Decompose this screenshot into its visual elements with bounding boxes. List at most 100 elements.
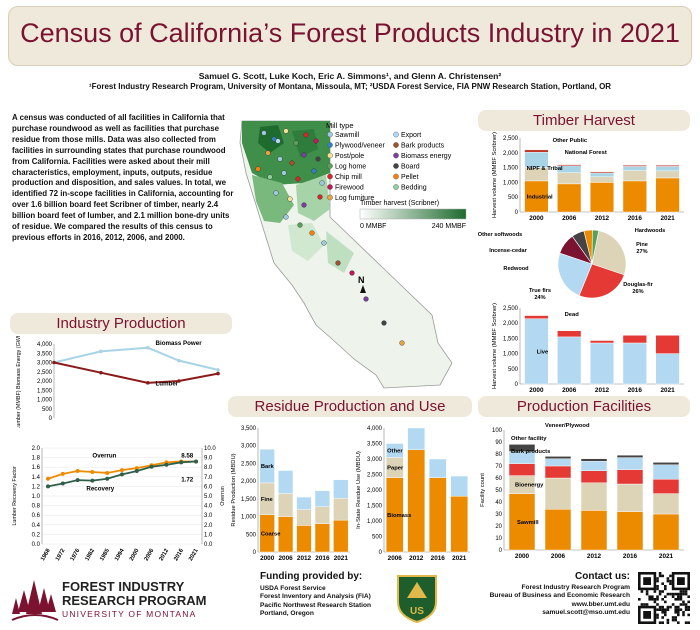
legend-label: Bedding [401, 185, 427, 192]
y-tick-label: 50 [495, 488, 502, 494]
qr-module [674, 618, 677, 622]
mill-dot [309, 230, 315, 236]
bar-segment [589, 340, 615, 344]
data-point [90, 470, 95, 474]
bar-segment [655, 165, 680, 167]
y-right-tick-label: 9.0 [204, 456, 213, 462]
mill-dot [275, 138, 281, 144]
bar-segment [589, 176, 615, 183]
y-tick-label: 1,000 [503, 180, 519, 186]
funding-line: Portland, Oregon [260, 609, 314, 617]
qr-module [671, 603, 675, 606]
y-right-tick-label: 0.0 [204, 542, 213, 548]
bar-segment [655, 166, 680, 172]
y-tick-label: 2,000 [37, 379, 53, 385]
y-tick-label: 3,000 [241, 444, 257, 450]
x-tick-label: 2000 [529, 215, 544, 222]
qr-module [658, 590, 662, 593]
y-tick-label: 3,000 [37, 361, 53, 367]
pie-slice [591, 229, 600, 265]
qr-module [677, 592, 680, 596]
banner-industry-production: Industry Production [10, 313, 232, 334]
logo-line2: RESEARCH PROGRAM [62, 593, 207, 608]
x-tick-label: 2006 [388, 555, 403, 562]
y-tick-label: 1,000 [367, 519, 383, 525]
title-band [8, 6, 692, 66]
legend-label: Log furniture [335, 195, 374, 202]
x-tick-label: 2000 [129, 548, 141, 562]
contact-link[interactable]: www.bber.umt.edu [571, 600, 630, 608]
x-tick-label: 1982 [84, 548, 96, 562]
data-label: 1.72 [181, 476, 194, 483]
qr-module [653, 598, 657, 601]
bar-segment [580, 470, 608, 483]
bar-segment [652, 464, 680, 480]
qr-module [677, 608, 680, 611]
affiliations: ¹Forest Industry Research Program, Unive… [88, 82, 612, 91]
bar-segment [314, 506, 330, 524]
chart-residue-use: 0 500 1,000 1,500 2,000 2,500 3,000 3,500 4,000 I… [356, 426, 470, 562]
x-tick-label: 2006 [562, 387, 577, 394]
qr-module [684, 592, 688, 596]
y-tick-label: 500 [246, 532, 257, 538]
x-tick-label: 2006 [562, 215, 577, 222]
mill-dot [293, 140, 299, 146]
mill-dot [277, 156, 283, 162]
bar-segment [278, 493, 294, 517]
bar-segment [544, 458, 572, 467]
state-shape [239, 120, 453, 389]
mill-dot [313, 138, 319, 144]
bar-segment [616, 455, 644, 458]
data-point [194, 459, 198, 464]
qr-module [664, 608, 667, 611]
qr-module [653, 590, 657, 593]
qr-module [682, 603, 685, 606]
qr-module [664, 613, 667, 617]
qr-module [658, 574, 662, 578]
legend-label: Export [401, 132, 421, 139]
chart-industry-bottom: 0.0 0.2 0.4 0.6 0.8 1.0 1.2 1.4 1.6 1.8 2.0 0.0 1.0 2… [12, 446, 226, 562]
qr-module [658, 621, 662, 624]
bar-segment [580, 458, 608, 462]
mill-dots [255, 128, 405, 346]
funding-line: Pacific Northwest Research Station [260, 601, 372, 609]
bar-segment [655, 353, 680, 385]
qr-module [684, 603, 688, 606]
y-axis-title: Lumber Recovery Factor [12, 466, 18, 526]
data-point [216, 371, 220, 376]
y-tick-label: 0 [253, 550, 257, 556]
series-label: Fine [261, 497, 274, 503]
qr-code-icon[interactable] [638, 572, 690, 624]
y-tick-label: 0.4 [32, 523, 41, 529]
qr-module [640, 590, 644, 593]
qr-module [664, 600, 667, 604]
legend-swatch [393, 163, 399, 169]
pie-label: Other softwoods [478, 232, 522, 238]
x-tick-label: 2012 [297, 555, 312, 562]
x-tick-label: 1972 [55, 548, 67, 562]
y-tick-label: 500 [508, 367, 519, 373]
qr-module [666, 592, 670, 596]
data-point [105, 476, 110, 481]
contact-email[interactable]: samuel.scott@mso.umt.edu [542, 608, 630, 616]
qr-module [666, 621, 670, 624]
qr-module [656, 598, 659, 601]
y-tick-label: 70 [495, 464, 502, 470]
y-tick-label: 2,500 [241, 461, 257, 467]
legend-swatch [393, 184, 399, 190]
mill-dot [321, 240, 327, 246]
data-point [99, 349, 103, 354]
qr-finder-core [643, 611, 651, 619]
y-tick-label: 2,000 [367, 488, 383, 494]
y-tick-label: 0.0 [32, 542, 41, 548]
series-label: Bioenergy [515, 483, 544, 489]
qr-module [679, 592, 683, 596]
mill-dot [335, 260, 341, 266]
legend-swatch [327, 194, 333, 201]
x-tick-label: 2016 [431, 555, 446, 562]
qr-module [671, 616, 675, 619]
y-tick-label: 30 [495, 512, 502, 518]
bar-segment [652, 479, 680, 494]
data-point [46, 476, 50, 481]
pie-slice [578, 263, 625, 299]
